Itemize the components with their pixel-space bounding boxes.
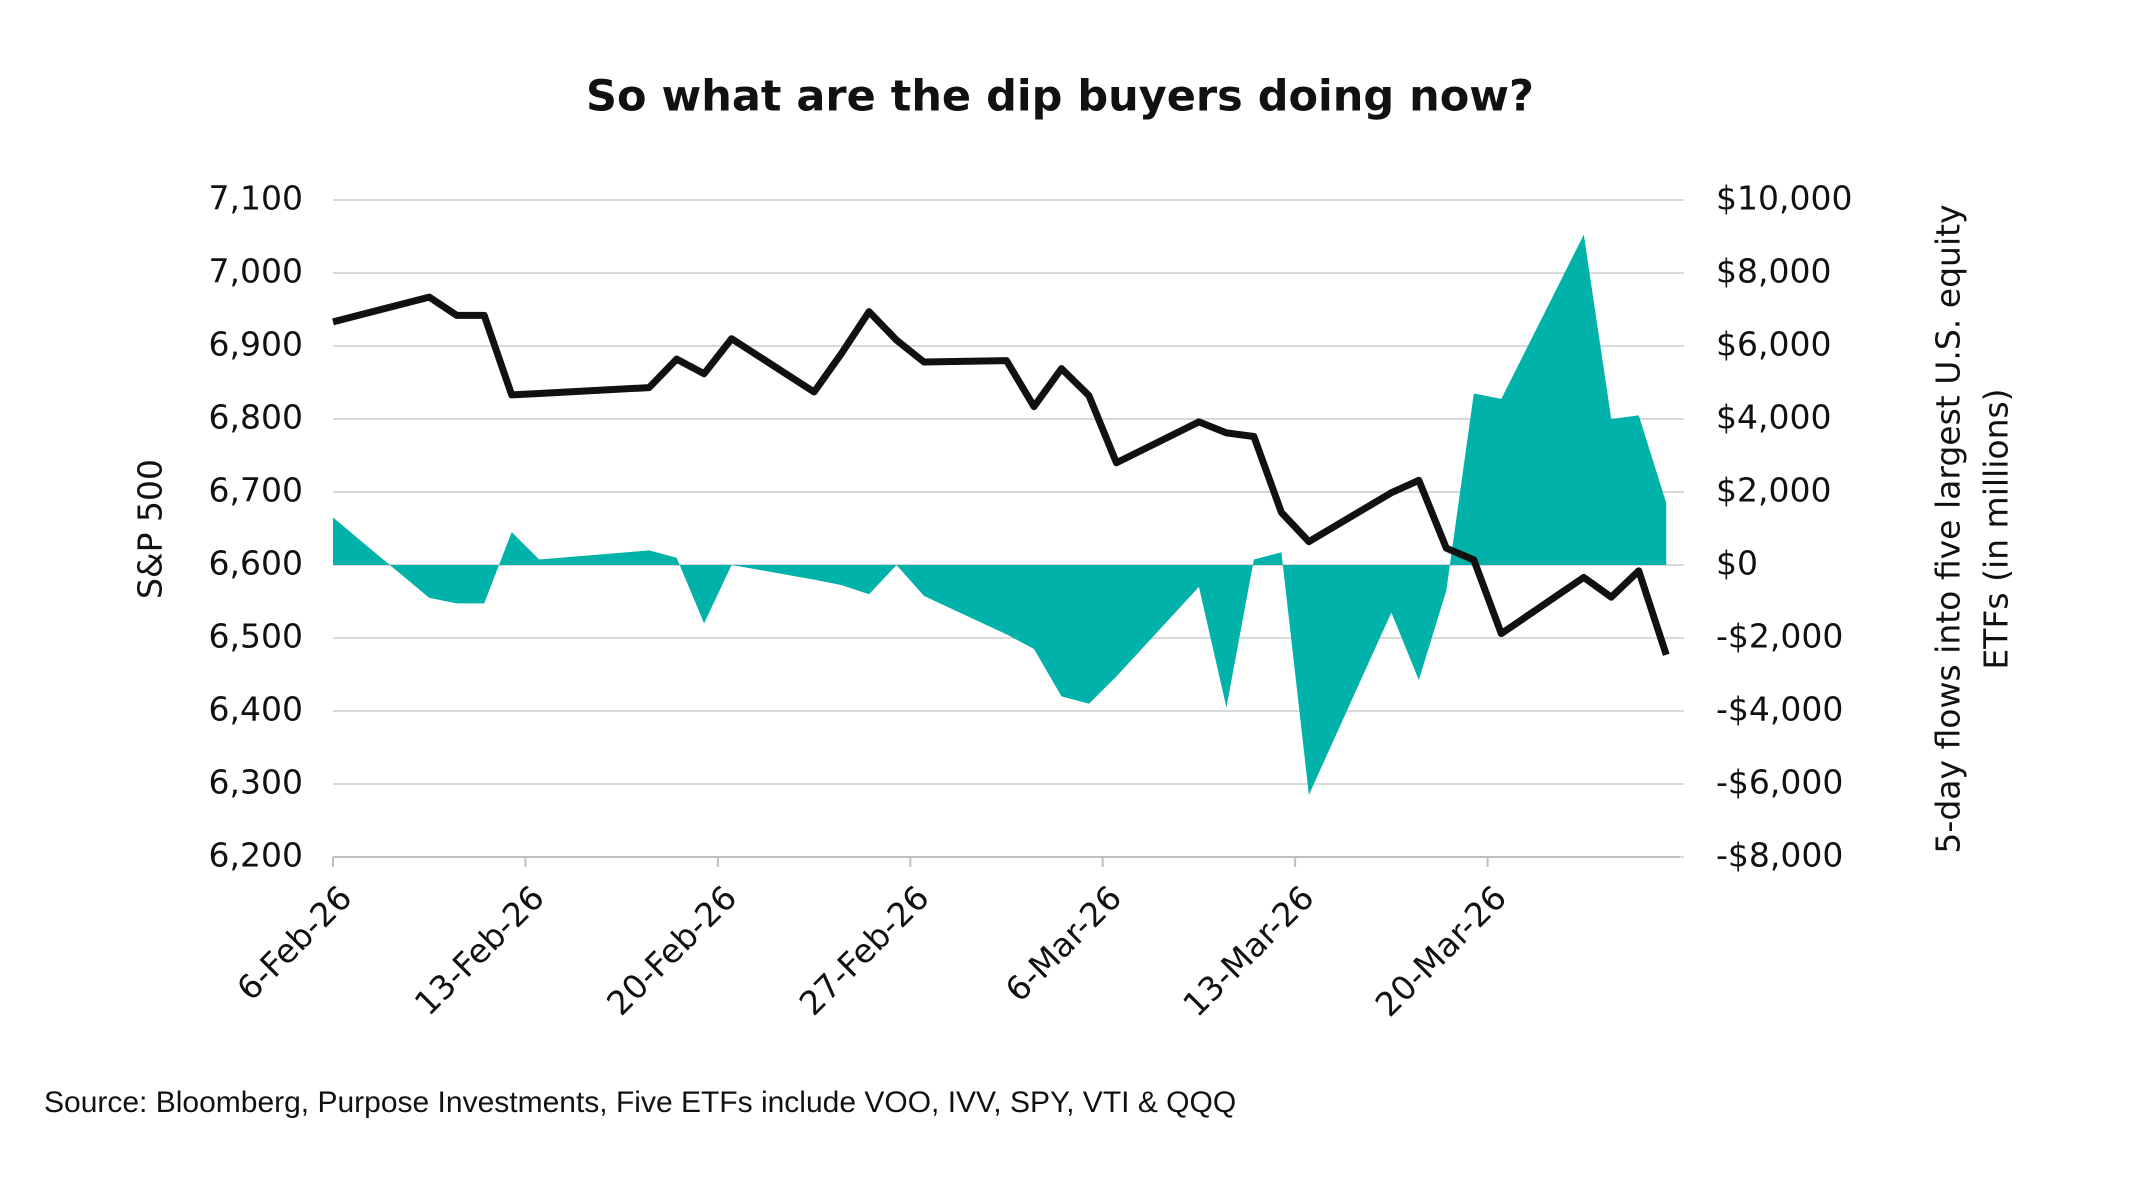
x-tick-label: 20-Feb-26: [599, 878, 744, 1023]
flow-area: [333, 234, 1667, 795]
y-tick-label: 6,700: [209, 471, 303, 510]
y-tick-label: 6,300: [209, 763, 303, 802]
x-tick-label: 13-Mar-26: [1175, 878, 1321, 1024]
x-tick-label: 13-Feb-26: [407, 878, 552, 1023]
chart-title: So what are the dip buyers doing now?: [586, 72, 1534, 122]
x-tick-label: 6-Feb-26: [229, 878, 359, 1008]
x-tick-label: 27-Feb-26: [792, 878, 937, 1023]
y2-tick-label: $4,000: [1716, 398, 1831, 437]
y-tick-label: 6,800: [209, 398, 303, 437]
x-tick-label: 20-Mar-26: [1368, 878, 1514, 1024]
y-tick-label: 6,900: [209, 325, 303, 364]
y2-tick-label: -$6,000: [1716, 763, 1843, 802]
y2-axis-label: 5-day flows into five largest U.S. equit…: [1929, 204, 1968, 853]
y2-tick-label: $8,000: [1716, 252, 1831, 291]
source-note: Source: Bloomberg, Purpose Investments, …: [44, 1086, 1236, 1119]
y2-tick-label: $0: [1716, 544, 1758, 583]
y2-tick-label: -$4,000: [1716, 690, 1843, 729]
y-tick-label: 7,100: [209, 179, 303, 218]
y-tick-label: 7,000: [209, 252, 303, 291]
y-tick-label: 6,200: [209, 836, 303, 875]
y2-tick-label: $10,000: [1716, 179, 1852, 218]
y-tick-label: 6,500: [209, 617, 303, 656]
price-line: [332, 293, 1670, 656]
y2-tick-label: -$2,000: [1716, 617, 1843, 656]
y2-tick-label: -$8,000: [1716, 836, 1843, 875]
y2-tick-label: $6,000: [1716, 325, 1831, 364]
y2-tick-label: $2,000: [1716, 471, 1831, 510]
y-tick-label: 6,400: [209, 690, 303, 729]
y-axis-label: S&P 500: [131, 459, 170, 599]
x-tick-label: 6-Mar-26: [998, 878, 1129, 1009]
y-tick-label: 6,600: [209, 544, 303, 583]
y2-axis-label: ETFs (in millions): [1977, 388, 2016, 669]
